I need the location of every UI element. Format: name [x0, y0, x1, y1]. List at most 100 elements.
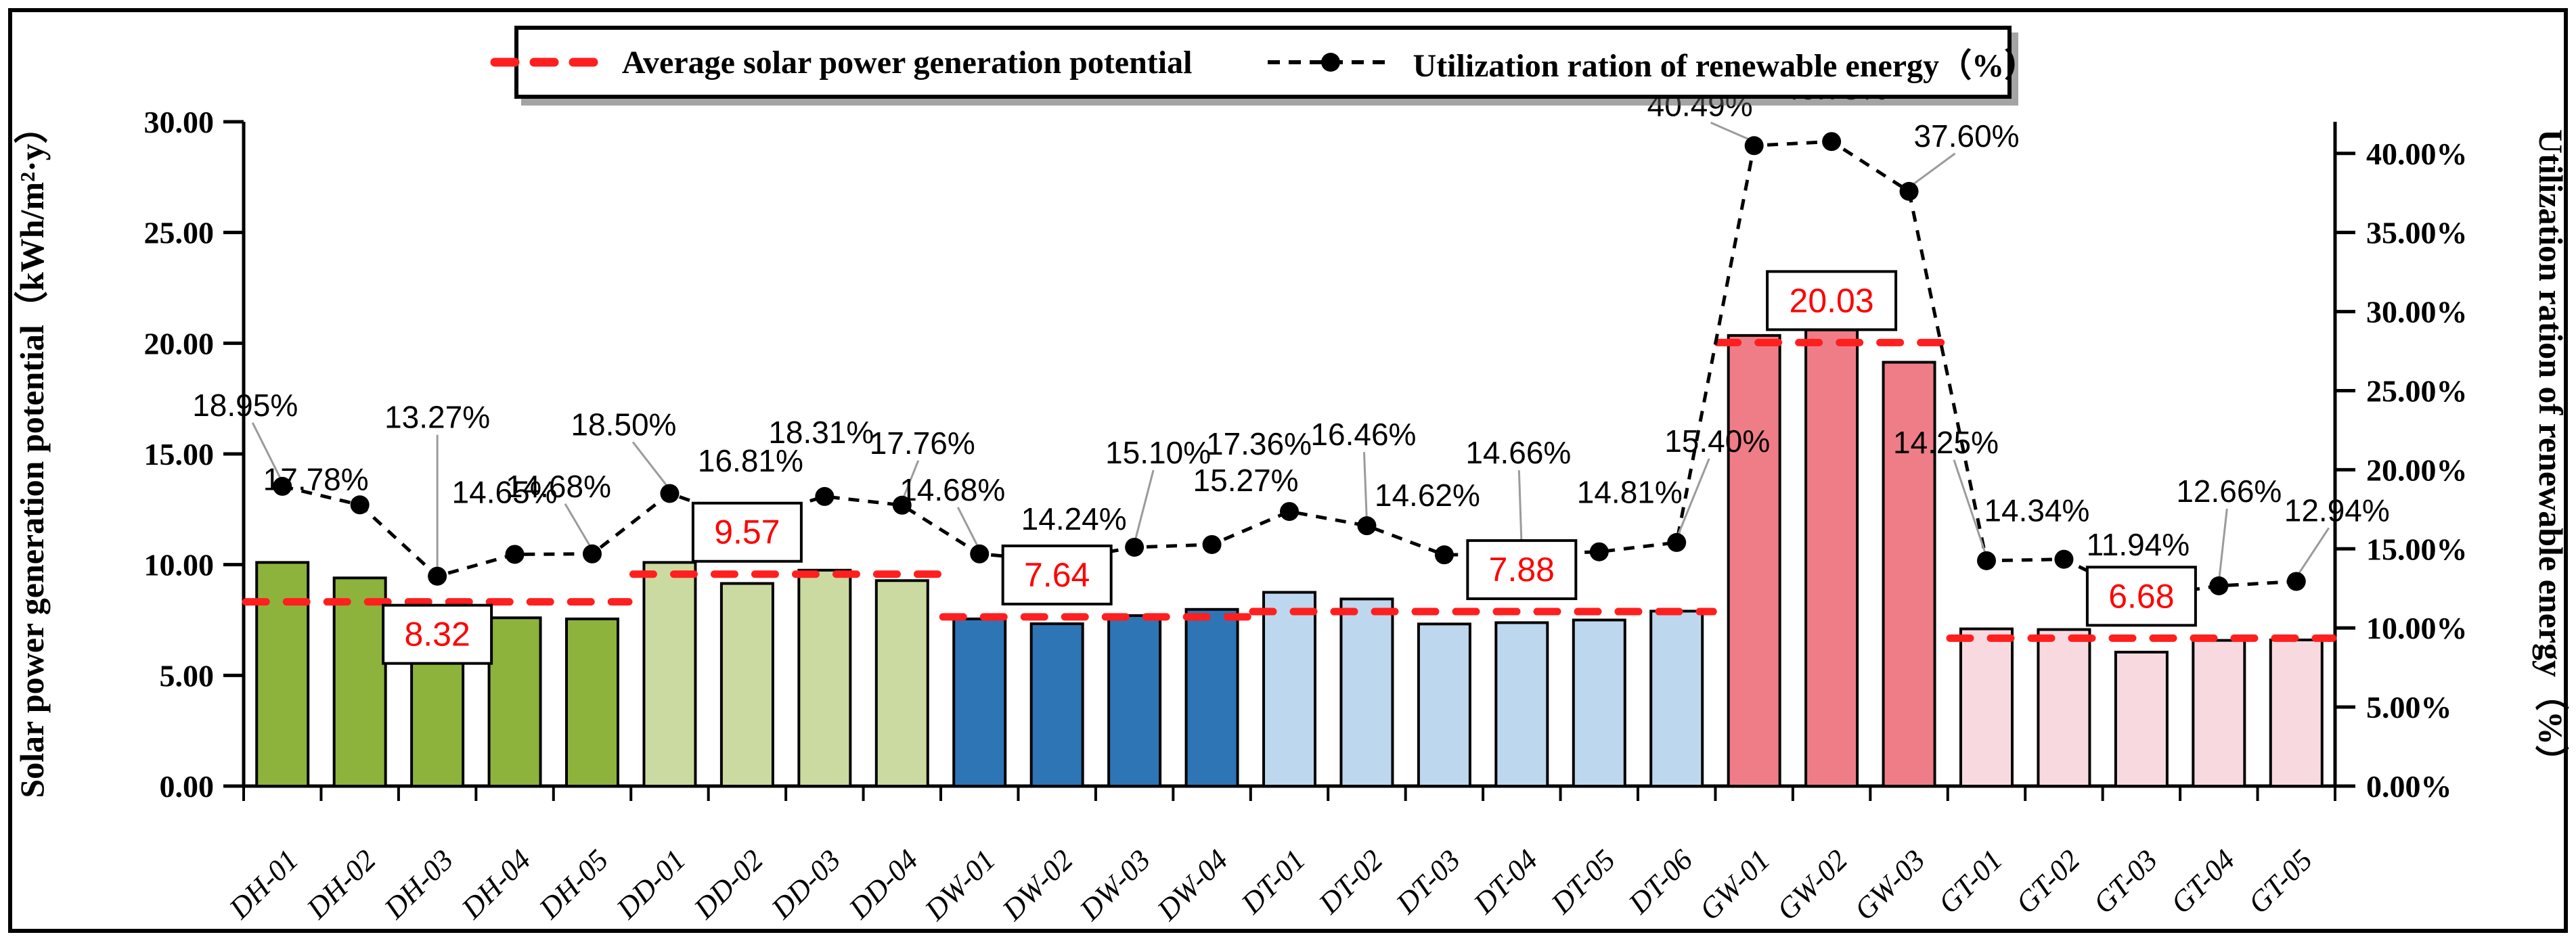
utilization-value-label-DW-03: 15.10%	[1105, 435, 1211, 470]
bar-DD-03	[797, 568, 852, 787]
legend-line-dot-icon	[1268, 53, 1394, 72]
utilization-value-label-GT-04: 12.66%	[2176, 474, 2282, 509]
bar-GW-03	[1882, 361, 1936, 787]
utilization-line	[282, 139, 2296, 599]
category-label-DD-01: DD-01	[610, 843, 692, 925]
utilization-point-DW-04	[1202, 534, 1222, 554]
left-axis-tick-label: 10.00	[144, 548, 215, 582]
bar-DT-03	[1417, 622, 1471, 788]
left-axis-tick-label: 5.00	[160, 658, 215, 693]
bar-GT-03	[2114, 650, 2169, 787]
utilization-value-label-DH-04: 14.65%	[452, 474, 558, 509]
bar-DW-02	[1029, 622, 1084, 787]
average-box-DD	[691, 501, 803, 563]
right-axis-tick-label: 15.00%	[2366, 532, 2468, 566]
label-leader-line	[901, 460, 920, 502]
category-label-DH-02: DH-02	[300, 843, 382, 925]
bar-GW-02	[1804, 328, 1859, 787]
bar-DT-06	[1649, 610, 1704, 787]
average-box-DT	[1466, 539, 1578, 601]
category-label-DD-03: DD-03	[765, 843, 847, 925]
label-leader-line	[956, 507, 981, 551]
bar-DW-03	[1107, 614, 1162, 787]
category-label-DW-02: DW-02	[996, 843, 1080, 927]
category-label-DH-01: DH-01	[223, 843, 305, 925]
left-axis-tick-label: 25.00	[144, 216, 215, 250]
right-axis-tick-label: 25.00%	[2366, 373, 2468, 408]
category-label-DT-02: DT-02	[1312, 843, 1389, 920]
label-leader-line	[1953, 459, 1988, 557]
utilization-value-label-GT-03: 11.94%	[2087, 527, 2190, 562]
bar-DD-01	[642, 561, 697, 787]
utilization-point-DW-03	[1125, 537, 1145, 557]
category-label-GW-02: GW-02	[1771, 843, 1854, 926]
right-axis-tick-label: 20.00%	[2366, 453, 2468, 487]
label-leader-line	[1362, 452, 1368, 522]
bar-DH-04	[487, 616, 542, 788]
category-label-GT-03: GT-03	[2087, 843, 2164, 920]
average-box-DH	[382, 603, 493, 665]
utilization-point-DD-01	[660, 484, 680, 503]
label-leader-line	[564, 503, 594, 551]
bar-DW-04	[1184, 607, 1239, 788]
utilization-point-DH-03	[428, 566, 447, 586]
utilization-value-label-DH-01: 18.95%	[192, 388, 298, 423]
utilization-point-GT-04	[2209, 576, 2229, 595]
label-leader-line	[251, 422, 284, 483]
left-axis-tick-label: 0.00	[160, 769, 215, 804]
utilization-point-DT-03	[1434, 545, 1454, 565]
utilization-value-label-DD-02: 16.81%	[698, 443, 803, 478]
bar-DW-01	[952, 617, 1007, 788]
utilization-value-label-DT-03: 14.62%	[1375, 478, 1480, 513]
category-label-DT-06: DT-06	[1622, 843, 1699, 920]
bar-DD-04	[874, 579, 929, 787]
category-label-DH-04: DH-04	[455, 843, 537, 925]
utilization-value-label-DT-01: 17.36%	[1206, 426, 1312, 461]
utilization-point-DT-06	[1667, 532, 1687, 552]
legend-item-average-potential: Average solar power generation potential	[489, 44, 1193, 81]
utilization-value-label-DD-01: 18.50%	[571, 407, 676, 442]
bar-DH-02	[332, 576, 387, 787]
left-axis-tick-label: 15.00	[144, 437, 215, 472]
bar-DD-02	[719, 582, 774, 787]
right-axis-tick-label: 10.00%	[2366, 611, 2468, 645]
utilization-value-label-GT-01: 14.25%	[1893, 425, 1999, 460]
category-label-DT-04: DT-04	[1467, 843, 1544, 920]
label-leader-line	[1675, 458, 1710, 539]
legend: Average solar power generation potential…	[490, 26, 2037, 99]
bar-GW-01	[1727, 334, 1781, 788]
left-axis-tick-label: 20.00	[144, 326, 215, 361]
category-label-DD-04: DD-04	[842, 843, 925, 925]
bar-GT-05	[2269, 638, 2324, 788]
utilization-point-DD-04	[892, 495, 912, 515]
average-value-GW: 20.03	[1790, 281, 1874, 319]
bar-DT-02	[1339, 597, 1394, 787]
category-label-DT-03: DT-03	[1390, 843, 1467, 920]
category-label-DH-03: DH-03	[377, 843, 460, 925]
category-label-GW-03: GW-03	[1848, 843, 1931, 926]
right-axis-tick-label: 35.00%	[2366, 216, 2468, 250]
average-value-DW: 7.64	[1024, 556, 1090, 594]
average-box-GT	[2085, 566, 2197, 627]
category-label-GW-01: GW-01	[1693, 843, 1776, 926]
utilization-point-GW-02	[1822, 132, 1842, 152]
average-boxes-layer: 8.32 9.57 7.64 7.88 20.03 6.68	[382, 270, 2197, 665]
label-leader-line	[2217, 508, 2228, 582]
utilization-point-GW-01	[1744, 136, 1764, 156]
right-axis-tick-label: 0.00%	[2366, 769, 2452, 804]
average-value-DD: 9.57	[714, 513, 780, 551]
label-leader-line	[1133, 469, 1155, 544]
legend-label-average-potential: Average solar power generation potential	[621, 44, 1193, 81]
utilization-point-GW-03	[1899, 181, 1919, 201]
legend-item-utilization: Utilization ration of renewable energy（%…	[1266, 39, 2037, 86]
category-label-DW-03: DW-03	[1073, 843, 1157, 927]
bar-GT-02	[2037, 628, 2091, 787]
utilization-point-GT-01	[1977, 551, 1996, 570]
utilization-value-label-DT-04: 14.66%	[1465, 435, 1571, 470]
utilization-value-label-DH-02: 17.78%	[263, 461, 369, 497]
category-label-GT-02: GT-02	[2009, 843, 2087, 920]
label-leader-line	[1517, 470, 1523, 551]
category-label-GT-01: GT-01	[1932, 843, 2009, 920]
